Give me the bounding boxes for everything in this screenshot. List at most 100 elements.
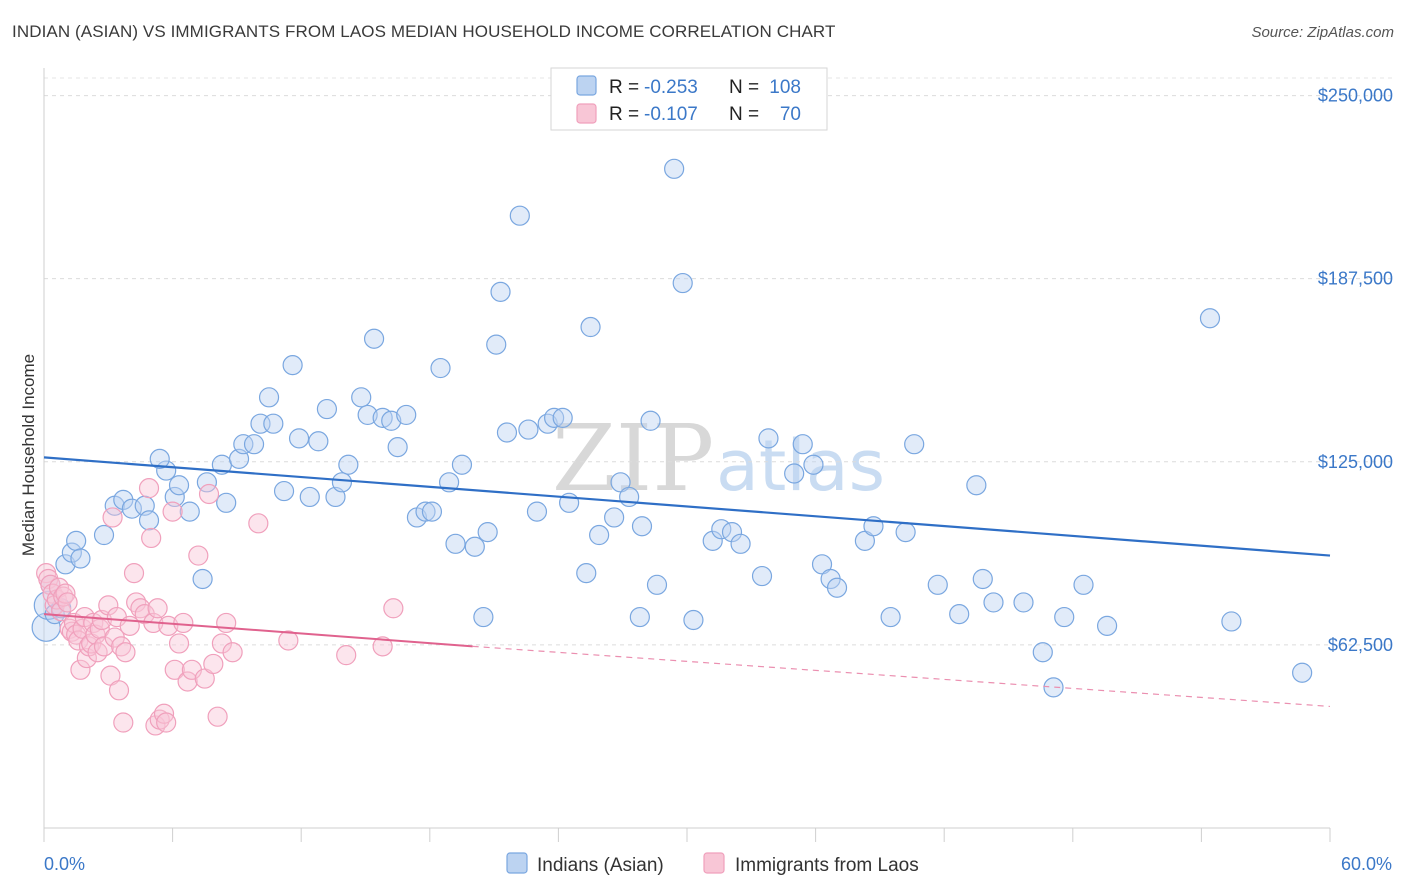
- point-laos-27: [93, 636, 115, 657]
- point-indians-31: [282, 355, 303, 376]
- point-indians-51: [445, 533, 466, 554]
- point-laos-30: [102, 507, 123, 528]
- point-indians-69: [604, 507, 625, 528]
- point-indians-93: [880, 606, 901, 628]
- point-indians-79: [702, 530, 723, 551]
- point-indians-77: [672, 272, 693, 294]
- point-indians-53: [464, 536, 485, 557]
- point-indians-58: [496, 422, 518, 443]
- point-laos-61: [207, 706, 228, 727]
- point-indians-23: [216, 492, 237, 513]
- point-indians-109: [1292, 662, 1313, 683]
- point-laos-54: [173, 612, 194, 634]
- point-indians-99: [972, 568, 993, 590]
- point-indians-101: [1013, 592, 1034, 613]
- point-indians-40: [357, 404, 378, 426]
- point-laos-49: [156, 712, 177, 733]
- legend-label-indians: Indians (Asian): [537, 855, 664, 876]
- point-indians-54: [473, 606, 494, 628]
- y-tick-label-0: $62,500: [1328, 635, 1393, 655]
- point-indians-12: [121, 498, 142, 519]
- stats-r-label-2: R =: [609, 104, 639, 125]
- point-indians-74: [640, 410, 661, 431]
- series-legend: Indians (Asian) Immigrants from Laos: [506, 852, 919, 876]
- point-indians-44: [387, 437, 408, 458]
- point-indians-87: [803, 454, 824, 475]
- point-indians-105: [1073, 574, 1094, 595]
- point-laos-55: [177, 671, 198, 692]
- point-indians-82: [730, 533, 751, 554]
- point-laos-64: [222, 642, 243, 663]
- point-indians-104: [1054, 606, 1075, 628]
- stats-legend: R = -0.253 N = 108 R = -0.107 N = 70: [550, 67, 828, 131]
- point-indians-102: [1032, 642, 1053, 663]
- legend-swatch-indians: [506, 852, 528, 874]
- point-laos-66: [278, 630, 299, 651]
- point-indians-103: [1043, 677, 1064, 698]
- stats-r-label-1: R =: [609, 77, 639, 98]
- legend-swatch-laos: [703, 852, 725, 874]
- point-indians-11: [113, 489, 134, 510]
- point-laos-10: [57, 592, 78, 613]
- point-indians-97: [949, 604, 970, 625]
- stats-n-label-1: N =: [729, 77, 759, 98]
- stats-n-label-2: N =: [729, 104, 759, 125]
- point-laos-59: [198, 483, 220, 505]
- point-laos-33: [108, 680, 130, 701]
- x-tick-label-right: 60.0%: [1341, 854, 1392, 874]
- y-tick-label-3: $250,000: [1318, 86, 1393, 106]
- point-indians-107: [1199, 308, 1221, 329]
- point-indians-7: [66, 530, 87, 551]
- point-laos-62: [211, 633, 232, 654]
- point-indians-98: [966, 475, 987, 496]
- stats-r-value-1: -0.253: [644, 77, 698, 98]
- point-laos-51: [162, 501, 183, 522]
- point-indians-17: [164, 486, 185, 508]
- point-indians-59: [509, 205, 530, 226]
- point-laos-60: [203, 653, 224, 675]
- point-indians-20: [192, 568, 213, 590]
- x-tick-label-left: 0.0%: [44, 854, 85, 874]
- stats-swatch-pink: [576, 103, 597, 124]
- point-indians-35: [316, 398, 338, 420]
- y-tick-label-1: $125,000: [1318, 452, 1393, 472]
- point-laos-38: [123, 563, 145, 584]
- point-indians-38: [331, 472, 353, 493]
- point-indians-83: [751, 565, 773, 587]
- point-indians-56: [486, 334, 507, 355]
- trend-lines: [43, 456, 1331, 708]
- point-indians-72: [629, 606, 650, 628]
- chart-source: Source: ZipAtlas.com: [1251, 24, 1394, 41]
- point-indians-18: [168, 475, 190, 496]
- point-indians-36: [338, 454, 359, 475]
- point-indians-32: [288, 428, 310, 449]
- trend-line-indians: [43, 456, 1331, 557]
- point-indians-64: [552, 407, 573, 428]
- trend-line-laos: [43, 613, 473, 648]
- watermark-zip: ZIP: [552, 405, 714, 512]
- gridlines: [44, 77, 1394, 646]
- point-indians-43: [381, 410, 402, 431]
- point-laos-24: [87, 642, 108, 663]
- point-indians-52: [451, 454, 473, 475]
- point-indians-47: [415, 501, 436, 522]
- point-laos-65: [248, 513, 269, 534]
- point-indians-26: [243, 434, 265, 455]
- point-indians-94: [895, 522, 916, 543]
- point-indians-33: [299, 486, 320, 508]
- point-indians-8: [70, 548, 91, 569]
- point-indians-28: [258, 387, 280, 408]
- watermark: ZIP atlas: [552, 405, 885, 512]
- point-laos-57: [188, 545, 209, 566]
- point-laos-53: [168, 633, 190, 654]
- chart-title: INDIAN (ASIAN) VS IMMIGRANTS FROM LAOS M…: [12, 22, 836, 41]
- point-indians-96: [927, 574, 948, 595]
- axes: [43, 68, 1331, 842]
- y-axis-label: Median Household Income: [19, 354, 38, 556]
- y-tick-labels: $62,500 $125,000 $187,500 $250,000: [1318, 86, 1393, 655]
- point-laos-16: [70, 659, 91, 680]
- point-indians-84: [758, 428, 779, 449]
- point-indians-61: [526, 501, 548, 522]
- point-laos-35: [113, 712, 134, 733]
- point-indians-81: [721, 522, 743, 543]
